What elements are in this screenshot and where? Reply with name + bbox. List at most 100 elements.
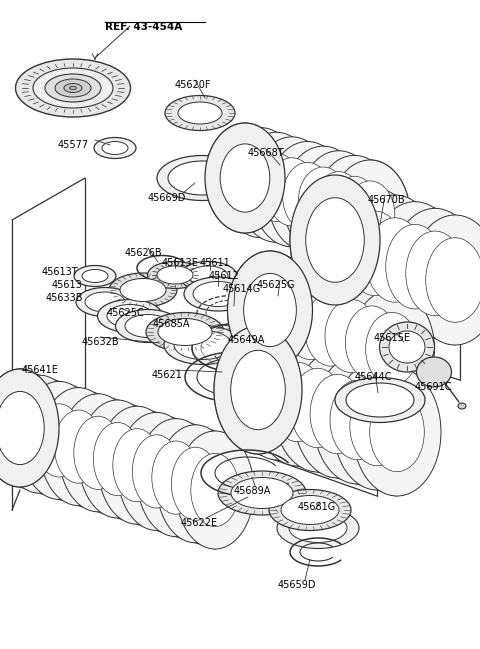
Ellipse shape xyxy=(330,177,379,245)
Ellipse shape xyxy=(188,266,228,286)
Ellipse shape xyxy=(98,406,176,524)
Ellipse shape xyxy=(299,151,379,261)
Ellipse shape xyxy=(254,338,342,466)
Text: 45633B: 45633B xyxy=(46,293,84,303)
Text: 45621: 45621 xyxy=(152,370,183,380)
Ellipse shape xyxy=(55,79,91,97)
Ellipse shape xyxy=(157,266,193,284)
Ellipse shape xyxy=(248,258,333,376)
Text: 45691C: 45691C xyxy=(415,382,453,392)
Ellipse shape xyxy=(281,495,339,524)
Ellipse shape xyxy=(269,489,351,530)
Ellipse shape xyxy=(0,391,44,465)
Ellipse shape xyxy=(283,162,332,230)
Polygon shape xyxy=(335,175,455,345)
Ellipse shape xyxy=(366,218,424,302)
Ellipse shape xyxy=(234,332,322,460)
Ellipse shape xyxy=(15,59,131,117)
Ellipse shape xyxy=(370,392,424,472)
Ellipse shape xyxy=(120,278,166,302)
Text: 45681G: 45681G xyxy=(298,502,336,512)
Ellipse shape xyxy=(82,269,108,282)
Ellipse shape xyxy=(288,271,373,389)
Ellipse shape xyxy=(168,161,236,195)
Ellipse shape xyxy=(76,288,134,317)
Text: 45644C: 45644C xyxy=(355,372,393,382)
Ellipse shape xyxy=(310,182,400,312)
Ellipse shape xyxy=(220,144,270,212)
Ellipse shape xyxy=(236,149,286,217)
Ellipse shape xyxy=(228,251,312,369)
Ellipse shape xyxy=(214,326,302,454)
Ellipse shape xyxy=(109,273,177,307)
Ellipse shape xyxy=(137,419,215,537)
Ellipse shape xyxy=(236,132,316,242)
Ellipse shape xyxy=(267,158,317,226)
Ellipse shape xyxy=(313,356,401,484)
Ellipse shape xyxy=(74,265,116,286)
Ellipse shape xyxy=(333,362,421,490)
Ellipse shape xyxy=(290,369,345,448)
Text: 45632B: 45632B xyxy=(82,337,120,347)
Ellipse shape xyxy=(326,204,384,289)
Ellipse shape xyxy=(0,375,79,493)
Ellipse shape xyxy=(184,277,252,311)
Ellipse shape xyxy=(171,447,220,520)
Ellipse shape xyxy=(274,344,361,472)
Ellipse shape xyxy=(330,160,410,270)
Ellipse shape xyxy=(79,400,156,518)
Text: 45577: 45577 xyxy=(58,140,89,150)
Polygon shape xyxy=(20,369,215,549)
Text: 45613T: 45613T xyxy=(42,267,79,277)
Ellipse shape xyxy=(270,362,325,442)
Ellipse shape xyxy=(0,391,44,465)
Ellipse shape xyxy=(193,282,243,306)
Ellipse shape xyxy=(314,171,363,240)
Polygon shape xyxy=(245,123,370,270)
Ellipse shape xyxy=(330,188,420,318)
Ellipse shape xyxy=(325,299,378,373)
Text: 45659D: 45659D xyxy=(278,580,316,590)
Ellipse shape xyxy=(15,398,64,471)
Ellipse shape xyxy=(94,138,136,158)
Ellipse shape xyxy=(306,198,364,282)
Ellipse shape xyxy=(147,262,203,289)
Text: 45625G: 45625G xyxy=(257,280,296,290)
Ellipse shape xyxy=(158,319,212,345)
Ellipse shape xyxy=(335,378,425,422)
Ellipse shape xyxy=(118,412,195,530)
Ellipse shape xyxy=(93,422,142,496)
Text: 45685A: 45685A xyxy=(153,319,191,329)
Ellipse shape xyxy=(293,350,382,478)
Ellipse shape xyxy=(350,386,405,466)
Ellipse shape xyxy=(54,410,103,483)
Text: 45669D: 45669D xyxy=(148,193,186,203)
Text: REF. 43-454A: REF. 43-454A xyxy=(105,22,182,32)
Ellipse shape xyxy=(228,251,312,369)
Ellipse shape xyxy=(346,383,414,417)
Ellipse shape xyxy=(0,369,59,487)
Ellipse shape xyxy=(314,155,395,265)
Ellipse shape xyxy=(220,144,270,212)
Text: 45615E: 45615E xyxy=(374,333,411,343)
Ellipse shape xyxy=(191,454,239,526)
Ellipse shape xyxy=(0,369,59,487)
Ellipse shape xyxy=(64,84,82,93)
Polygon shape xyxy=(258,326,397,496)
Ellipse shape xyxy=(214,326,302,454)
Text: 45614G: 45614G xyxy=(223,284,261,294)
Ellipse shape xyxy=(389,331,425,363)
Ellipse shape xyxy=(251,356,305,435)
Ellipse shape xyxy=(205,123,285,233)
Ellipse shape xyxy=(107,304,153,328)
Ellipse shape xyxy=(330,380,384,459)
Ellipse shape xyxy=(370,202,460,332)
Ellipse shape xyxy=(35,404,83,477)
Ellipse shape xyxy=(132,435,180,508)
Ellipse shape xyxy=(345,181,395,249)
Ellipse shape xyxy=(244,273,296,347)
Text: 45620F: 45620F xyxy=(175,80,212,90)
Ellipse shape xyxy=(59,394,137,512)
Ellipse shape xyxy=(179,262,237,291)
Ellipse shape xyxy=(146,313,224,352)
